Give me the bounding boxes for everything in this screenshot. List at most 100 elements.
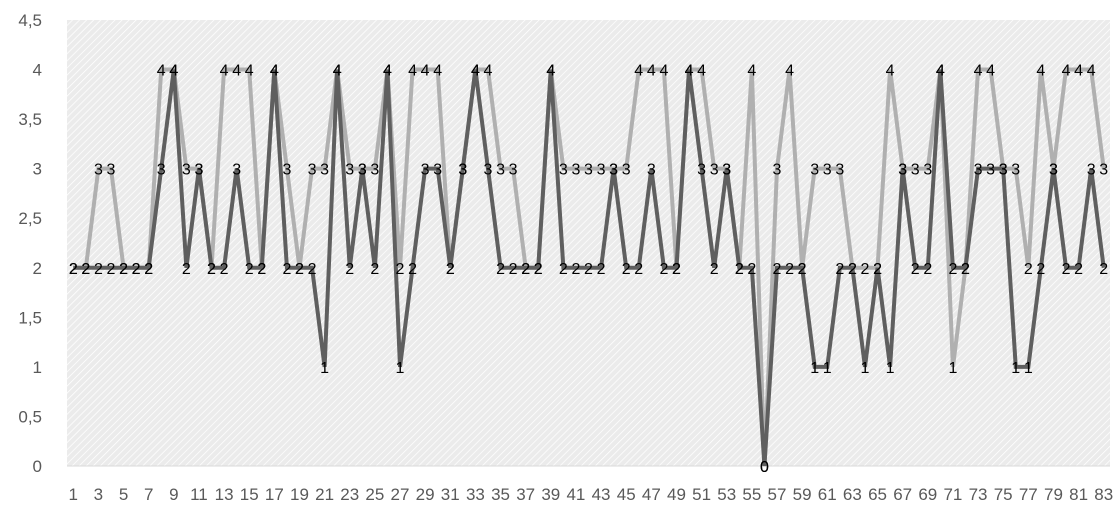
data-label-series-2: 3 [1049,162,1058,179]
x-tick-label: 57 [768,485,787,504]
data-label-series-1: 3 [697,162,706,179]
data-label-series-1: 2 [1036,261,1045,278]
data-label-series-1: 3 [986,162,995,179]
data-label-series-2: 3 [722,162,731,179]
data-label-series-1: 2 [370,261,379,278]
data-label-series-2: 4 [270,63,279,80]
data-label-series-1: 2 [94,261,103,278]
data-label-series-1: 1 [823,360,832,377]
data-label-series-2: 3 [999,162,1008,179]
data-label-series-2: 4 [220,63,229,80]
data-label-series-2: 2 [257,261,266,278]
data-label-series-2: 3 [509,162,518,179]
data-label-series-2: 3 [282,162,291,179]
data-label-series-2: 3 [710,162,719,179]
data-label-series-1: 3 [433,162,442,179]
data-label-series-1: 1 [396,360,405,377]
data-label-series-1: 2 [559,261,568,278]
data-label-series-2: 3 [320,162,329,179]
data-label-series-1: 2 [509,261,518,278]
x-tick-label: 63 [843,485,862,504]
data-label-series-2: 4 [697,63,706,80]
data-label-series-1: 2 [446,261,455,278]
data-label-series-2: 2 [207,261,216,278]
y-tick-label: 3 [33,160,42,179]
data-label-series-1: 2 [735,261,744,278]
data-label-series-2: 4 [1087,63,1096,80]
data-label-series-2: 2 [521,261,530,278]
data-label-series-2: 2 [295,261,304,278]
data-label-series-2: 4 [986,63,995,80]
data-label-series-1: 2 [773,261,782,278]
data-label-series-1: 4 [546,63,555,80]
data-label-series-2: 4 [383,63,392,80]
data-label-series-1: 3 [358,162,367,179]
x-tick-label: 69 [918,485,937,504]
x-tick-label: 81 [1069,485,1088,504]
data-label-series-2: 3 [559,162,568,179]
y-tick-label: 2,5 [18,209,42,228]
data-label-series-1: 2 [144,261,153,278]
y-tick-label: 1 [33,358,42,377]
x-tick-label: 27 [391,485,410,504]
data-label-series-2: 4 [245,63,254,80]
data-label-series-2: 3 [773,162,782,179]
data-label-series-1: 2 [245,261,254,278]
data-label-series-2: 0 [760,459,769,476]
data-label-series-1: 4 [169,63,178,80]
data-label-series-2: 3 [370,162,379,179]
data-label-series-2: 2 [873,261,882,278]
y-tick-label: 2 [33,259,42,278]
data-label-series-1: 2 [961,261,970,278]
data-label-series-1: 2 [948,261,957,278]
data-label-series-1: 2 [1099,261,1108,278]
data-label-series-1: 2 [571,261,580,278]
x-tick-label: 61 [818,485,837,504]
data-label-series-1: 2 [798,261,807,278]
x-tick-label: 75 [994,485,1013,504]
data-label-series-1: 2 [835,261,844,278]
x-tick-label: 43 [592,485,611,504]
data-label-series-1: 3 [974,162,983,179]
data-label-series-2: 2 [961,261,970,278]
data-label-series-1: 2 [107,261,116,278]
data-label-series-1: 2 [282,261,291,278]
data-label-series-1: 4 [270,63,279,80]
data-label-series-2: 3 [308,162,317,179]
data-label-series-1: 2 [747,261,756,278]
data-label-series-1: 3 [458,162,467,179]
x-tick-label: 5 [119,485,128,504]
data-label-series-1: 2 [873,261,882,278]
data-label-series-2: 2 [446,261,455,278]
y-tick-label: 3,5 [18,110,42,129]
x-tick-label: 7 [144,485,153,504]
data-label-series-2: 3 [823,162,832,179]
data-label-series-1: 1 [1024,360,1033,377]
y-axis-tick-labels: 0 0,5 1 1,5 2 2,5 3 3,5 4 4,5 [18,11,42,476]
data-label-series-1: 4 [936,63,945,80]
data-label-series-1: 2 [923,261,932,278]
x-tick-label: 13 [215,485,234,504]
x-tick-label: 21 [315,485,334,504]
x-tick-label: 39 [541,485,560,504]
data-label-series-2: 3 [345,162,354,179]
x-tick-label: 41 [566,485,585,504]
data-label-series-2: 3 [923,162,932,179]
x-tick-label: 33 [466,485,485,504]
data-label-series-1: 1 [320,360,329,377]
data-label-series-1: 3 [194,162,203,179]
data-label-series-1: 2 [119,261,128,278]
x-tick-label: 65 [868,485,887,504]
data-label-series-2: 2 [81,261,90,278]
data-label-series-1: 3 [421,162,430,179]
data-label-series-2: 3 [1099,162,1108,179]
data-label-series-2: 4 [333,63,342,80]
data-label-series-2: 3 [810,162,819,179]
x-tick-label: 3 [94,485,103,504]
data-label-series-2: 3 [358,162,367,179]
data-label-series-2: 3 [107,162,116,179]
x-tick-label: 23 [340,485,359,504]
data-label-series-2: 2 [144,261,153,278]
data-label-series-1: 2 [345,261,354,278]
data-label-series-1: 2 [521,261,530,278]
